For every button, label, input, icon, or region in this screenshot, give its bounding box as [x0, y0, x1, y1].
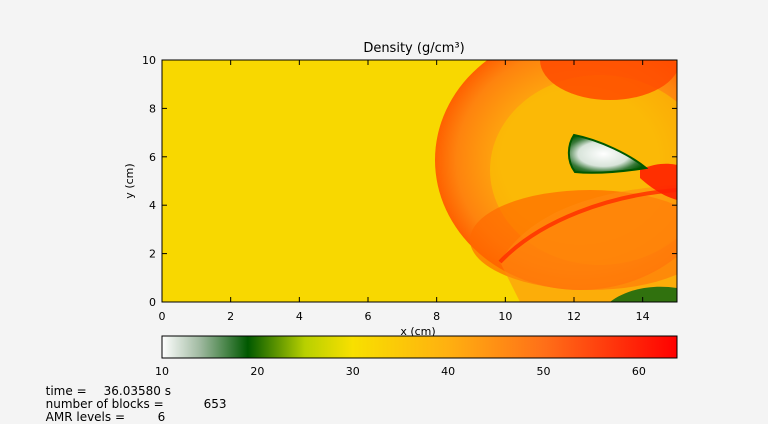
time-label: time =	[45, 384, 87, 398]
y-tick-label: 0	[149, 296, 156, 309]
levels-value: 6	[157, 410, 166, 424]
x-tick-label: 0	[159, 310, 166, 323]
y-axis-label: y (cm)	[123, 163, 136, 198]
x-tick-label: 6	[365, 310, 372, 323]
chart-title: Density (g/cm³)	[363, 41, 464, 56]
colorbar-ticks: 10 20 30 40 50 60	[155, 365, 646, 378]
colorbar: 10 20 30 40 50 60	[155, 335, 678, 378]
plot-area	[161, 59, 678, 303]
blocks-value: 653	[203, 397, 227, 411]
colorbar-tick-label: 60	[632, 365, 646, 378]
y-tick-label: 10	[142, 54, 156, 67]
levels-label: AMR levels =	[45, 410, 126, 424]
colorbar-tick-label: 20	[250, 365, 264, 378]
x-tick-label: 14	[636, 310, 650, 323]
colorbar-tick-label: 40	[441, 365, 455, 378]
x-tick-label: 8	[433, 310, 440, 323]
x-tick-label: 12	[567, 310, 581, 323]
levels-readout: AMR levels = 6	[38, 398, 166, 424]
shock-front-lower	[500, 185, 677, 302]
time-value: 36.03580 s	[103, 384, 171, 398]
colorbar-tick-label: 10	[155, 365, 169, 378]
y-tick-label: 6	[149, 151, 156, 164]
density-figure: Density (g/cm³) 0 2 4 6 8 10 12 14 0 2 4 6 8 10 x (c…	[123, 41, 678, 378]
time-readout: time = 36.03580 s	[38, 372, 171, 398]
y-tick-label: 4	[149, 199, 156, 212]
y-axis: 0 2 4 6 8 10	[142, 54, 677, 309]
x-tick-label: 4	[296, 310, 303, 323]
x-tick-label: 10	[498, 310, 512, 323]
colorbar-gradient	[161, 335, 678, 359]
y-tick-label: 2	[149, 248, 156, 261]
upper-dense-shell	[540, 60, 677, 100]
x-axis-label: x (cm)	[400, 325, 435, 338]
plot-frame	[161, 59, 678, 303]
y-tick-label: 8	[149, 102, 156, 115]
x-tick-label: 2	[227, 310, 234, 323]
low-density-bubble	[567, 133, 649, 174]
right-dense-band	[640, 163, 677, 200]
blocks-readout: number of blocks = 653	[38, 385, 227, 411]
density-structures	[435, 60, 677, 302]
colorbar-tick-label: 30	[346, 365, 360, 378]
colorbar-tick-label: 50	[536, 365, 550, 378]
blocks-label: number of blocks =	[45, 397, 164, 411]
shock-ridge	[498, 188, 677, 264]
bottom-dense-pocket	[610, 286, 677, 302]
x-axis: 0 2 4 6 8 10 12 14	[159, 60, 650, 323]
